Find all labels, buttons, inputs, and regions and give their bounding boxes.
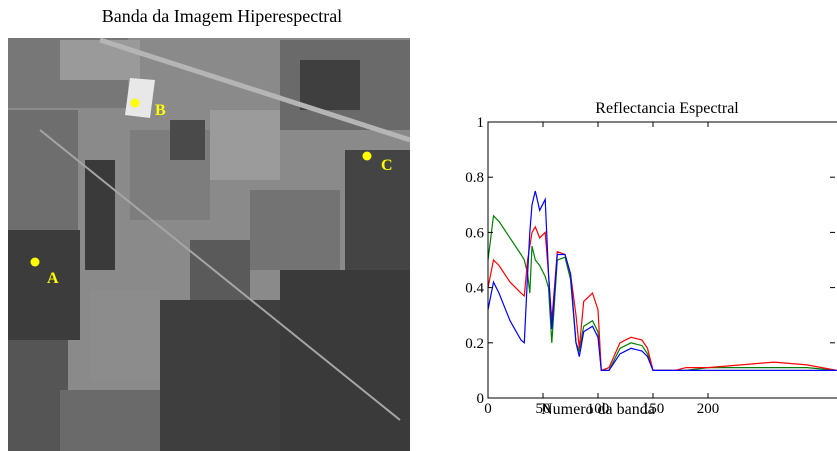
plot: 0 0.2 0.4 0.6 0.8 1 0 50 100 150 200 [465, 115, 837, 417]
y-tick-label: 0.6 [465, 225, 484, 241]
point-marker [130, 98, 140, 108]
x-tick-label: 200 [697, 401, 720, 417]
series-line [487, 225, 837, 372]
x-tick-label: 50 [536, 401, 551, 417]
y-tick-label: 0 [477, 391, 485, 407]
series-line [487, 214, 837, 371]
x-tick-label: 100 [587, 401, 610, 417]
chart-title: Reflectancia Espectral [595, 100, 739, 117]
point-markers: A B C [30, 98, 393, 287]
point-label: C [381, 157, 393, 174]
point-marker [362, 151, 372, 161]
point-label: B [155, 102, 166, 119]
axes-frame [487, 121, 837, 399]
image-title: Banda da Imagem Hiperespectral [102, 6, 342, 26]
y-tick-label: 0.2 [465, 336, 484, 352]
point-marker [30, 257, 40, 267]
satellite-image [8, 38, 410, 451]
y-tick-label: 0.4 [465, 281, 484, 297]
point-label: A [47, 270, 59, 287]
y-tick-label: 0.8 [465, 170, 484, 186]
x-axis-label: Numero da banda [541, 401, 655, 418]
x-tick-label: 150 [642, 401, 665, 417]
series-line [487, 190, 837, 371]
y-tick-label: 1 [477, 115, 485, 131]
x-tick-label: 0 [484, 401, 492, 417]
